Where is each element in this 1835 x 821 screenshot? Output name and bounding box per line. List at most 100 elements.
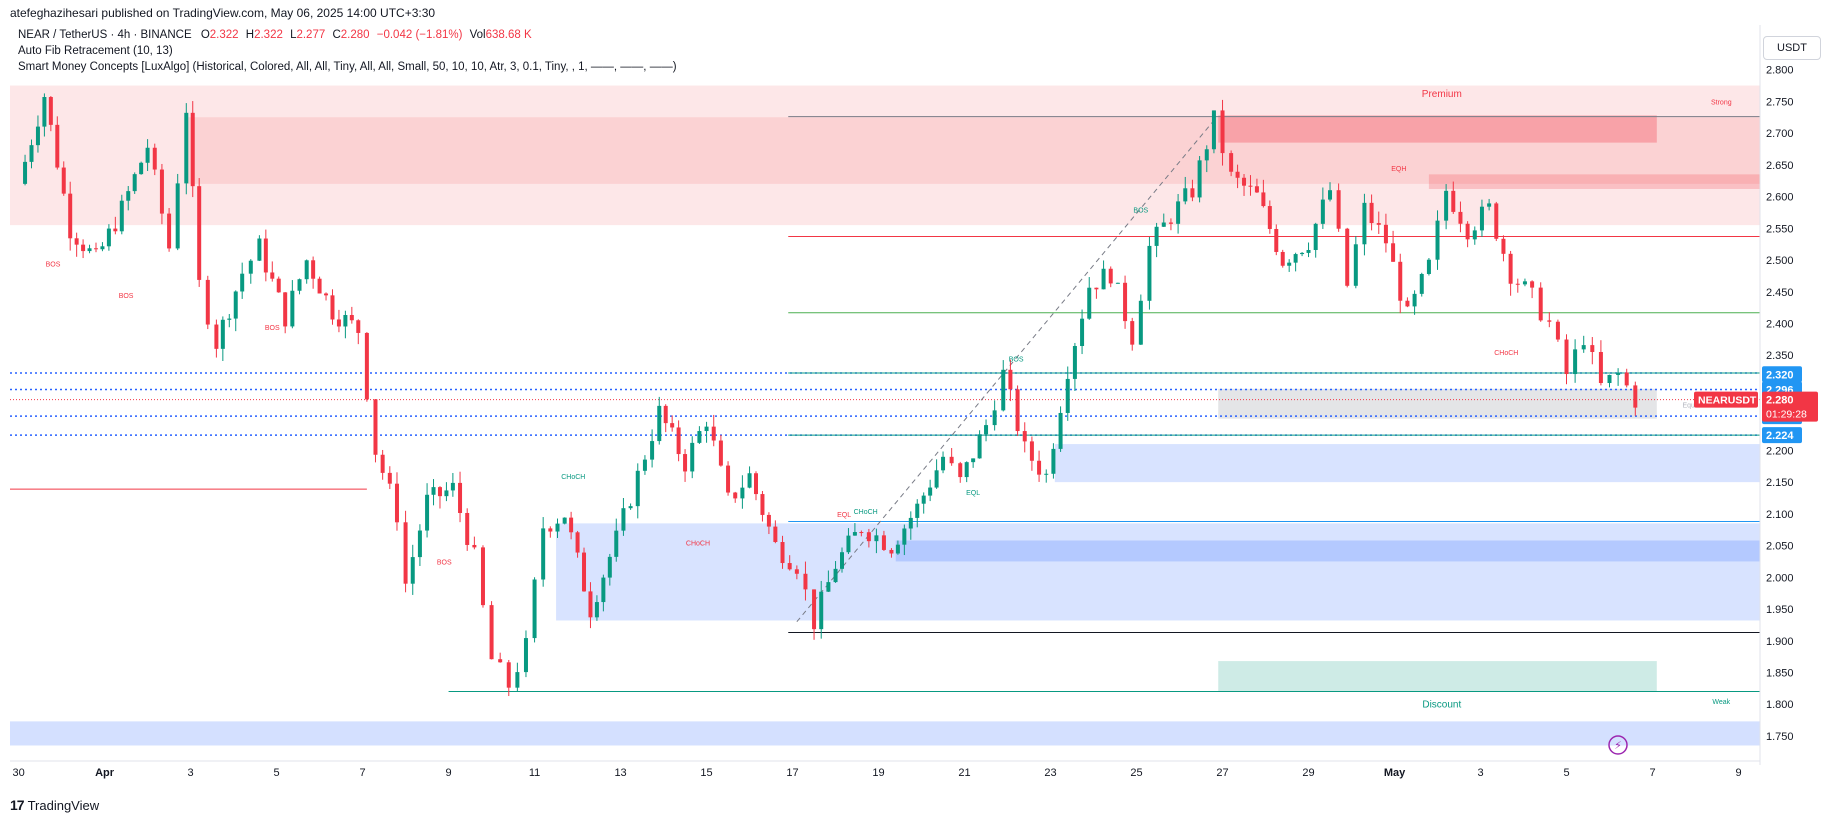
candle xyxy=(343,315,348,327)
candle xyxy=(240,273,245,292)
candle xyxy=(257,238,262,261)
candle xyxy=(1353,244,1358,286)
candle xyxy=(971,458,976,463)
candle xyxy=(711,426,716,441)
x-tick-label: 30 xyxy=(12,767,24,779)
candle xyxy=(336,319,341,327)
candle xyxy=(1391,243,1396,262)
candle xyxy=(159,169,164,214)
candle xyxy=(1015,389,1020,432)
price-tag-label: 2.320 xyxy=(1766,369,1794,381)
candle xyxy=(373,399,378,455)
y-tick-label: 1.750 xyxy=(1766,731,1794,743)
candle xyxy=(754,473,759,495)
candle xyxy=(1451,190,1456,212)
candle xyxy=(874,535,879,542)
candle xyxy=(582,552,587,592)
candle xyxy=(317,278,322,294)
candle xyxy=(42,97,47,127)
candle xyxy=(697,431,702,443)
candle xyxy=(1197,160,1202,198)
candle xyxy=(197,186,202,280)
candle xyxy=(1037,460,1042,475)
tradingview-logo[interactable]: 17 TradingView xyxy=(10,797,99,813)
x-tick-label: 11 xyxy=(529,767,540,779)
candle xyxy=(683,454,688,472)
candle xyxy=(55,124,60,168)
candle xyxy=(1590,345,1595,353)
candle xyxy=(480,547,485,606)
candle xyxy=(1008,369,1013,390)
candle xyxy=(1345,228,1350,286)
candle xyxy=(1051,448,1056,474)
smc-label: BOS xyxy=(1009,357,1024,364)
bottom-block xyxy=(10,721,1760,746)
candle xyxy=(1058,412,1063,449)
candle xyxy=(100,246,105,250)
candle xyxy=(1444,190,1449,221)
candle xyxy=(465,512,470,545)
candle xyxy=(773,526,778,543)
candle xyxy=(1306,249,1311,253)
candle xyxy=(1313,223,1318,250)
current-price-tag xyxy=(1762,391,1818,422)
candle xyxy=(1616,372,1621,375)
lightning-glyph: ⚡ xyxy=(1614,739,1622,752)
candle xyxy=(1426,259,1431,274)
candle xyxy=(87,248,92,252)
candle xyxy=(1522,281,1527,285)
smc-label: Weak xyxy=(1712,699,1730,706)
candle xyxy=(1458,211,1463,224)
candle xyxy=(1479,206,1484,231)
price-tag xyxy=(1762,366,1802,383)
indicator-smc[interactable]: Smart Money Concepts [LuxAlgo] (Historic… xyxy=(18,61,677,73)
y-tick-label: 1.900 xyxy=(1766,636,1794,648)
low-label: L xyxy=(290,29,297,41)
smc-label: EQH xyxy=(1391,166,1406,173)
symbol-legend: NEAR / TetherUS · 4h · BINANCE O2.322 H2… xyxy=(18,29,532,41)
smc-label: CHoCH xyxy=(561,474,585,481)
currency-selector[interactable]: USDT xyxy=(1763,36,1821,60)
candle xyxy=(515,672,520,688)
indicator-fib[interactable]: Auto Fib Retracement (10, 13) xyxy=(18,45,173,57)
x-tick-label: 27 xyxy=(1216,767,1228,779)
candle xyxy=(113,228,118,232)
candle xyxy=(747,473,752,488)
open-value: 2.322 xyxy=(209,29,239,41)
candle xyxy=(23,161,28,184)
candle xyxy=(984,425,989,435)
y-tick-label: 1.800 xyxy=(1766,699,1794,711)
candle xyxy=(523,638,528,673)
candle xyxy=(1538,287,1543,321)
candle xyxy=(458,482,463,513)
candle xyxy=(145,147,150,163)
candle xyxy=(794,569,799,574)
candle xyxy=(472,544,477,548)
candle xyxy=(607,556,612,578)
candle xyxy=(263,238,268,273)
x-tick-label: 9 xyxy=(446,767,452,779)
demand-block-2 xyxy=(556,523,1760,621)
candle xyxy=(1123,282,1128,322)
candle xyxy=(214,324,219,349)
candle xyxy=(532,579,537,639)
candle xyxy=(1267,206,1272,229)
candle xyxy=(569,517,574,533)
candle xyxy=(48,97,53,125)
candle xyxy=(555,523,560,532)
symbol-title[interactable]: NEAR / TetherUS · 4h · BINANCE xyxy=(18,29,192,41)
candle xyxy=(304,260,309,280)
candle xyxy=(489,605,494,660)
candle xyxy=(833,568,838,583)
x-tick-label: May xyxy=(1384,767,1406,779)
candle xyxy=(650,441,655,460)
candle xyxy=(881,535,886,550)
demand-block-3 xyxy=(895,540,1760,562)
candle xyxy=(1419,273,1424,294)
candle xyxy=(1108,268,1113,284)
candle xyxy=(1624,372,1629,386)
x-tick-label: 3 xyxy=(188,767,194,779)
y-tick-label: 2.700 xyxy=(1766,128,1794,140)
candle xyxy=(283,292,288,327)
